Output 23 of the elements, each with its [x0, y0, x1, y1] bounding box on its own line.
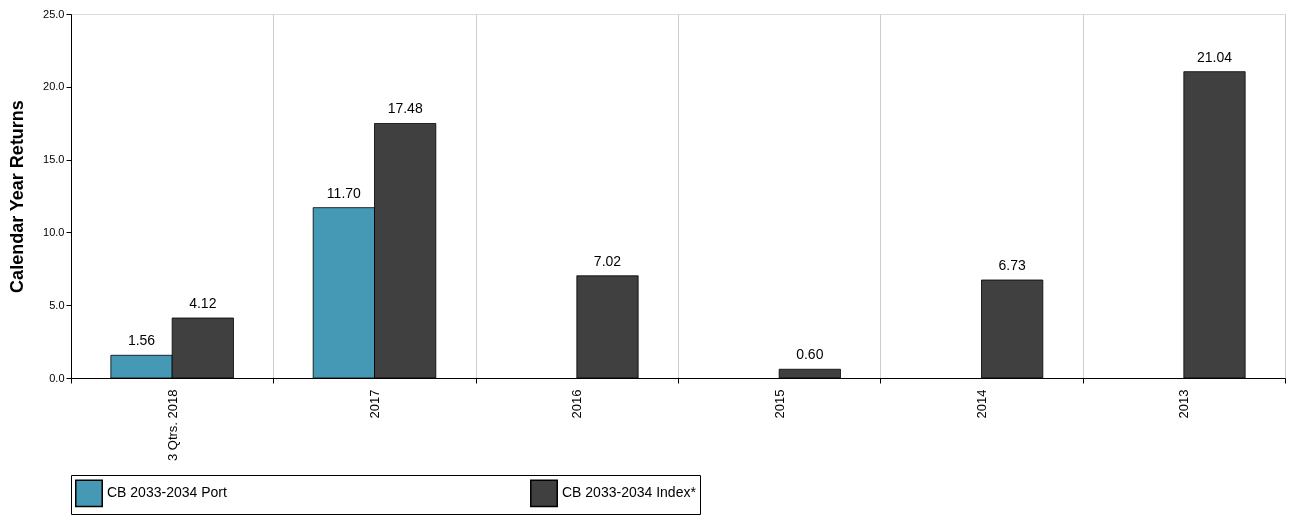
- x-tick-label: 2014: [974, 389, 989, 419]
- y-tick-label: 0.0: [49, 371, 65, 384]
- x-tick-label: 2015: [771, 389, 787, 419]
- legend-label: CB 2033-2034 Port: [107, 484, 227, 501]
- y-tick-label: 10.0: [43, 225, 65, 238]
- data-label: 21.04: [1196, 48, 1233, 65]
- data-label: 1.56: [127, 332, 156, 349]
- data-label: 4.12: [189, 295, 217, 312]
- legend-label: CB 2033-2034 Index*: [562, 484, 697, 501]
- data-label: 11.70: [326, 184, 362, 201]
- x-tick-label: 2017: [367, 389, 382, 419]
- x-tick-label: 3 Qtrs. 2018: [164, 389, 180, 462]
- data-label: 7.02: [593, 252, 622, 269]
- data-label: 6.73: [998, 257, 1026, 274]
- y-tick-label: 15.0: [43, 153, 65, 166]
- y-tick-label: 5.0: [49, 298, 65, 311]
- x-tick-label: 2016: [569, 389, 585, 419]
- y-tick-label: 25.0: [43, 7, 65, 20]
- y-axis-title: Calendar Year Returns: [7, 100, 28, 293]
- y-tick-label: 20.0: [43, 80, 65, 93]
- x-tick-label: 2013: [1176, 389, 1192, 419]
- data-label: 0.60: [796, 346, 824, 363]
- data-label: 17.48: [387, 100, 423, 117]
